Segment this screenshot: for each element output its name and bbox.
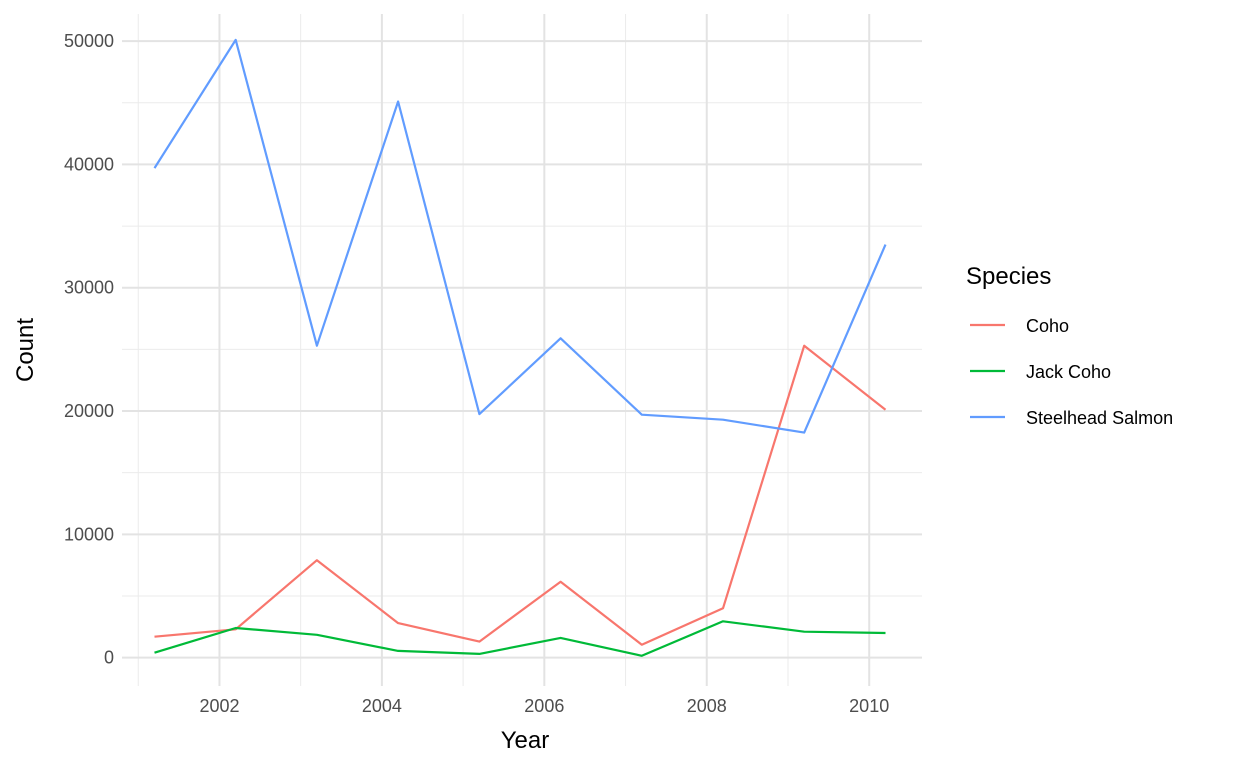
y-axis-title: Count bbox=[12, 318, 39, 382]
grid bbox=[122, 14, 922, 686]
series-line-coho bbox=[154, 344, 887, 646]
x-tick-label: 2008 bbox=[687, 696, 727, 716]
y-tick-label: 50000 bbox=[64, 31, 114, 51]
legend: Species Coho Jack Coho Steelhead Salmon bbox=[966, 263, 1173, 428]
x-tick-label: 2006 bbox=[524, 696, 564, 716]
x-tick-label: 2002 bbox=[199, 696, 239, 716]
series-lines bbox=[153, 38, 887, 657]
y-axis-ticks: 0 10000 20000 30000 40000 50000 bbox=[64, 31, 114, 668]
y-tick-label: 30000 bbox=[64, 278, 114, 298]
x-axis-ticks: 2002 2004 2006 2008 2010 bbox=[199, 696, 889, 716]
x-axis-title: Year bbox=[501, 727, 550, 754]
y-tick-label: 0 bbox=[104, 648, 114, 668]
x-tick-label: 2010 bbox=[849, 696, 889, 716]
series-line-jack-coho bbox=[154, 620, 886, 657]
legend-label-jack-coho: Jack Coho bbox=[1026, 362, 1111, 382]
y-tick-label: 20000 bbox=[64, 401, 114, 421]
y-tick-label: 40000 bbox=[64, 154, 114, 174]
y-tick-label: 10000 bbox=[64, 524, 114, 544]
x-tick-label: 2004 bbox=[362, 696, 402, 716]
legend-label-steelhead-salmon: Steelhead Salmon bbox=[1026, 408, 1173, 428]
series-line-steelhead-salmon bbox=[153, 38, 887, 434]
legend-label-coho: Coho bbox=[1026, 316, 1069, 336]
legend-title: Species bbox=[966, 263, 1051, 290]
